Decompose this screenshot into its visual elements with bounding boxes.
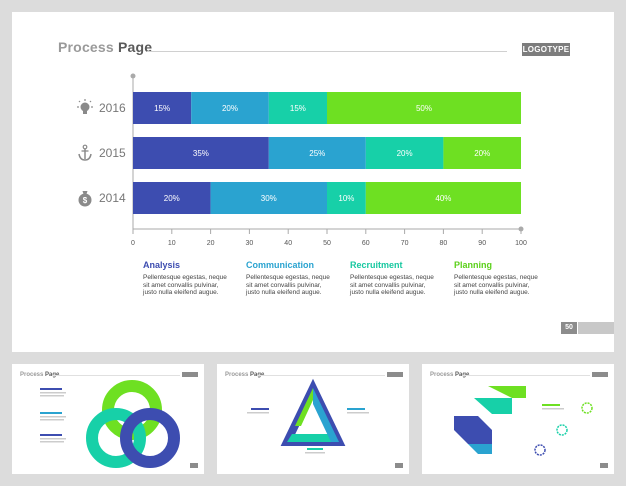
bar-segment: [133, 92, 192, 124]
x-tick-label: 0: [131, 240, 135, 247]
logotype: LOGOTYPE: [522, 43, 570, 56]
thumb-divider: [462, 375, 590, 376]
bar-data-label: 20%: [164, 194, 180, 203]
bar-data-label: 10%: [338, 194, 354, 203]
bar-segment: [327, 92, 521, 124]
bar-data-label: 20%: [397, 149, 413, 158]
bar-data-label: 15%: [290, 104, 306, 113]
bar-segment: [327, 182, 366, 214]
bar-segment: [365, 182, 521, 214]
thumb-page-number: [600, 463, 608, 468]
x-tick-label: 70: [401, 240, 409, 247]
bar-segment: [443, 137, 521, 169]
thumb-page-number: [395, 463, 403, 468]
category-desc-analysis: Pellentesque egestas, neque sit amet con…: [143, 274, 227, 296]
category-desc-recruitment: Pellentesque egestas, neque sit amet con…: [350, 274, 434, 296]
bar-data-label: 15%: [154, 104, 170, 113]
bar-data-label: 50%: [416, 104, 432, 113]
page-title: Process Page: [58, 39, 152, 55]
svg-text:$: $: [83, 196, 88, 205]
x-tick-label: 60: [362, 240, 370, 247]
category-title-recruitment: Recruitment: [350, 260, 403, 270]
x-tick-label: 100: [515, 240, 527, 247]
category-title-analysis: Analysis: [143, 260, 181, 270]
venn-diagram-graphic: [40, 380, 180, 468]
bar-data-label: 40%: [435, 194, 451, 203]
thumbnail-slide-triangle[interactable]: Process Page: [217, 364, 409, 474]
thumb-divider: [52, 375, 180, 376]
lightbulb-icon: [77, 99, 93, 114]
stacked-bar-chart: 0 10 20 30 40 50 60 70 80 90 100 15% 20% 15% 50% 2016 35…: [77, 73, 527, 247]
triangle-diagram-graphic: [247, 378, 369, 454]
title-divider: [147, 51, 507, 52]
bar-segment: [133, 137, 269, 169]
x-tick-label: 40: [284, 240, 292, 247]
thumbnail-slide-arrow[interactable]: Process Page: [422, 364, 614, 474]
y-axis-dot: [130, 73, 136, 79]
thumb-title-part1: Process: [430, 372, 454, 378]
bar-segment: [133, 182, 211, 214]
bar-segment: [210, 182, 327, 214]
title-part1: Process: [58, 39, 114, 55]
arrow-steps-graphic: [454, 386, 593, 456]
category-label: 2015: [99, 146, 126, 160]
thumb-divider: [257, 375, 385, 376]
category-label: 2016: [99, 101, 126, 115]
x-tick-label: 30: [246, 240, 254, 247]
x-tick-label: 90: [478, 240, 486, 247]
x-tick-label: 80: [440, 240, 448, 247]
thumb-title-part1: Process: [20, 372, 44, 378]
page-number: 50: [561, 322, 577, 334]
money-bag-icon: $: [78, 191, 92, 207]
thumb-logotype: [592, 372, 608, 377]
bar-data-label: 20%: [474, 149, 490, 158]
bar-data-label: 35%: [193, 149, 209, 158]
bar-data-label: 20%: [222, 104, 238, 113]
category-label: 2014: [99, 191, 126, 205]
main-slide: Process Page LOGOTYPE 0 10 20 30 40 50 60 70 80 9…: [12, 12, 614, 352]
x-tick-label: 50: [323, 240, 331, 247]
thumbnail-slide-venn[interactable]: Process Page: [12, 364, 204, 474]
category-desc-planning: Pellentesque egestas, neque sit amet con…: [454, 274, 538, 296]
thumb-title-part1: Process: [225, 372, 249, 378]
bar-data-label: 25%: [309, 149, 325, 158]
bar-data-label: 30%: [261, 194, 277, 203]
thumb-logotype: [182, 372, 198, 377]
bar-segment: [191, 92, 269, 124]
title-part2: Page: [117, 39, 153, 55]
bar-segment: [268, 137, 366, 169]
thumb-page-number: [190, 463, 198, 468]
page-number-bar: [578, 322, 614, 334]
bar-segment: [268, 92, 327, 124]
anchor-icon: [78, 144, 92, 161]
thumb-logotype: [387, 372, 403, 377]
bar-segment: [365, 137, 444, 169]
category-desc-communication: Pellentesque egestas, neque sit amet con…: [246, 274, 330, 296]
category-title-communication: Communication: [246, 260, 315, 270]
x-tick-label: 20: [207, 240, 215, 247]
x-tick-label: 10: [168, 240, 176, 247]
category-title-planning: Planning: [454, 260, 492, 270]
